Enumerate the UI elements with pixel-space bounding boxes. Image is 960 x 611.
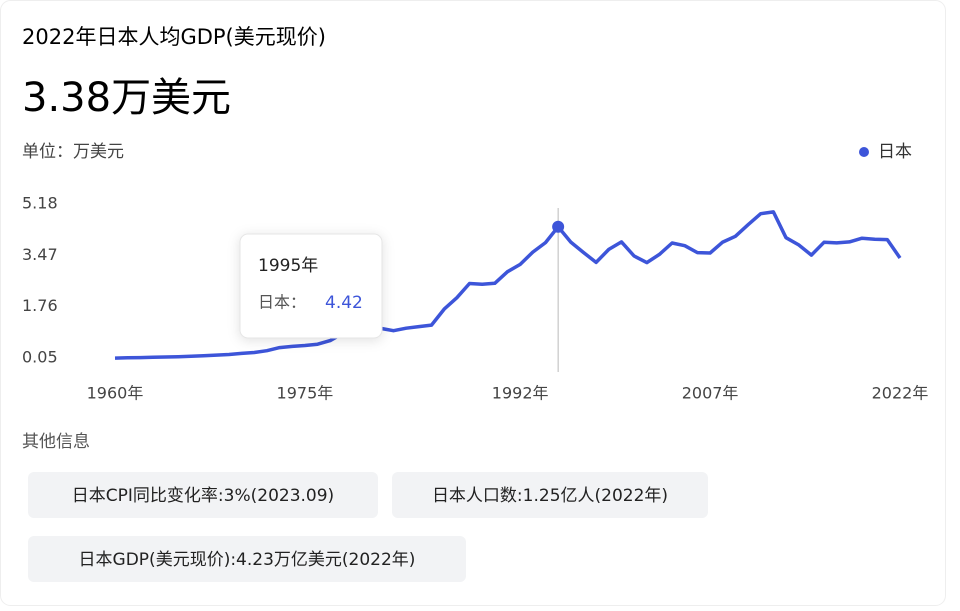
y-tick-label: 5.18 bbox=[22, 194, 58, 213]
headline: 3.38万美元 bbox=[22, 75, 231, 121]
chip[interactable] bbox=[28, 472, 378, 518]
chip-label[interactable]: 日本GDP(美元现价):4.23万亿美元(2022年) bbox=[79, 550, 416, 570]
y-tick-label: 1.76 bbox=[22, 296, 58, 315]
chip-label[interactable]: 日本人口数:1.25亿人(2022年) bbox=[432, 486, 668, 506]
tooltip-title: 1995年 bbox=[258, 256, 318, 276]
unit: 单位：万美元 bbox=[22, 142, 124, 162]
title: 2022年日本人均GDP(美元现价) bbox=[22, 25, 326, 49]
chips: 日本CPI同比变化率:3%(2023.09) 日本人口数:1.25亿人(2022年… bbox=[28, 472, 708, 582]
series-line bbox=[114, 210, 902, 360]
x-tick-label: 2007年 bbox=[682, 384, 739, 403]
y-tick-label: 3.47 bbox=[22, 245, 58, 264]
tooltip-series: 日本： bbox=[258, 293, 306, 312]
x-tick-label: 2022年 bbox=[872, 384, 929, 403]
hover-point bbox=[552, 220, 565, 233]
x-tick-label: 1992年 bbox=[492, 384, 549, 403]
tooltip-value: 4.42 bbox=[325, 293, 363, 313]
x-tick-label: 1975年 bbox=[277, 384, 334, 403]
chip-label[interactable]: 日本CPI同比变化率:3%(2023.09) bbox=[72, 486, 334, 506]
legend-marker bbox=[859, 147, 869, 157]
tooltip-box bbox=[239, 233, 383, 339]
card-border bbox=[0, 0, 946, 606]
other-info-title: 其他信息 bbox=[22, 432, 90, 452]
plot: 0.05 1.76 3.47 5.18 1960年 1975年 1992年 2007年 2022… bbox=[22, 142, 928, 403]
x-tick-label: 1960年 bbox=[87, 384, 144, 403]
chip[interactable] bbox=[28, 536, 466, 582]
chip[interactable] bbox=[392, 472, 708, 518]
y-tick-label: 0.05 bbox=[22, 348, 58, 367]
legend-label[interactable]: 日本 bbox=[878, 142, 912, 162]
